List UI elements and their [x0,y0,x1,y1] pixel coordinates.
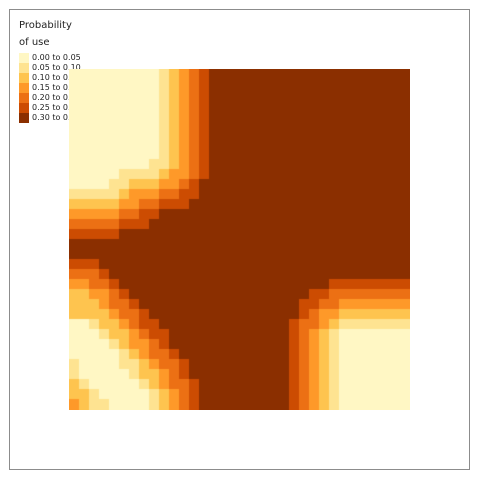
legend-label: 0.25 to 0.30 [32,103,81,112]
legend-label: 0.10 to 0.15 [32,73,81,82]
legend-swatch [19,53,29,63]
legend-list: 0.00 to 0.05 0.05 to 0.10 0.10 to 0.15 0… [19,53,81,123]
legend-swatch [19,113,29,123]
legend-item: 0.30 to 0.35 [19,113,81,123]
legend-item: 0.20 to 0.25 [19,93,81,103]
legend-label: 0.05 to 0.10 [32,63,81,72]
legend-label: 0.30 to 0.35 [32,113,81,122]
probability-raster-map [69,69,410,410]
legend-swatch [19,93,29,103]
legend-label: 0.20 to 0.25 [32,93,81,102]
legend-item: 0.00 to 0.05 [19,53,81,63]
legend-swatch [19,63,29,73]
legend-item: 0.15 to 0.20 [19,83,81,93]
legend-swatch [19,103,29,113]
legend: Probability of use 0.00 to 0.05 0.05 to … [19,17,81,123]
legend-item: 0.05 to 0.10 [19,63,81,73]
legend-item: 0.25 to 0.30 [19,103,81,113]
legend-label: 0.15 to 0.20 [32,83,81,92]
legend-title-line-1: Probability [19,20,72,31]
legend-swatch [19,73,29,83]
legend-swatch [19,83,29,93]
legend-title-line-2: of use [19,37,50,48]
legend-label: 0.00 to 0.05 [32,53,81,62]
legend-item: 0.10 to 0.15 [19,73,81,83]
